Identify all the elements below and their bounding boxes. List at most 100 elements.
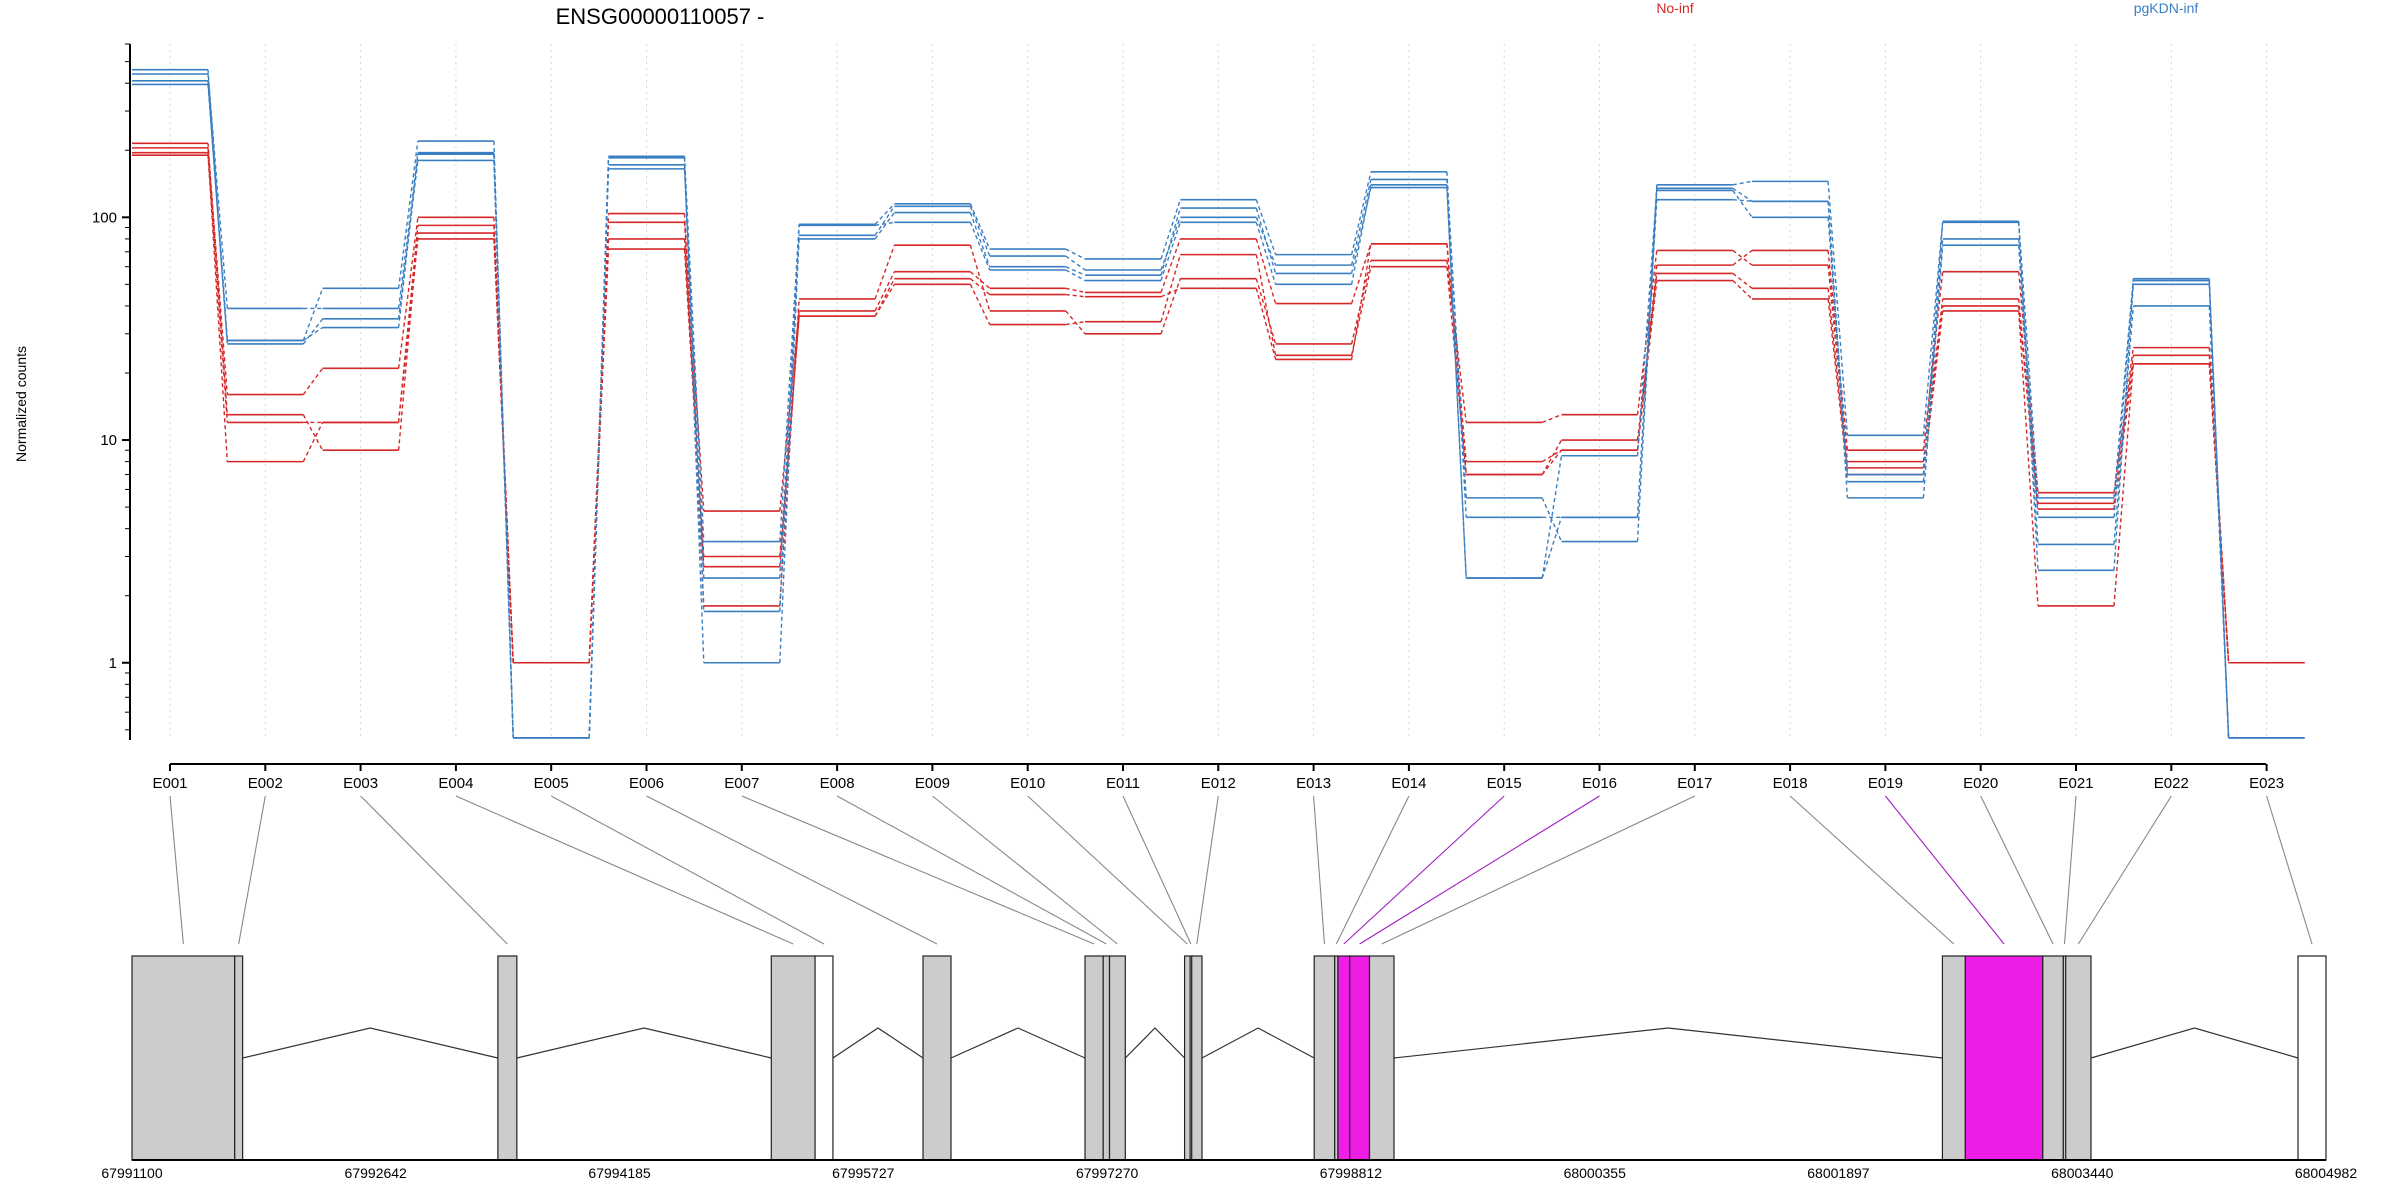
legend-no-inf: No-inf: [1656, 0, 1693, 16]
series-transition: [2018, 245, 2039, 545]
series-transition: [1160, 217, 1181, 271]
connector-line: [741, 795, 1095, 945]
connector-line: [932, 795, 1118, 945]
series-transition: [1160, 207, 1181, 276]
x-tick-label-e010: E010: [1010, 775, 1045, 792]
series-transition: [397, 152, 419, 328]
connector-lines: [169, 795, 2313, 945]
series-transition: [493, 217, 514, 663]
series-transition: [1160, 199, 1181, 260]
x-tick-label-e007: E007: [724, 775, 759, 792]
x-tick-label-e013: E013: [1296, 775, 1331, 792]
series-transition: [1827, 288, 1849, 468]
series-transition: [207, 80, 228, 345]
x-tick-label-e011: E011: [1106, 775, 1140, 792]
series-transition: [1255, 222, 1277, 285]
connector-line: [550, 795, 825, 945]
series-transition: [1160, 287, 1181, 298]
series-transition: [1065, 266, 1086, 276]
series-transition: [1350, 179, 1372, 266]
series-transition: [683, 168, 705, 579]
series-transition: [1732, 280, 1753, 300]
series-transition: [1255, 238, 1277, 304]
series-transition: [302, 326, 323, 342]
series-transition: [969, 222, 991, 271]
series-transition: [969, 212, 991, 267]
intron-line: [1124, 1027, 1186, 1059]
series-transition: [1255, 207, 1277, 274]
series-transition: [1446, 243, 1467, 462]
x-tick-label-e004: E004: [438, 775, 473, 792]
connector-line: [1313, 795, 1326, 945]
series-transition: [874, 283, 895, 317]
y-tick-label: 10: [100, 432, 117, 449]
genomic-tick-label: 67995727: [832, 1165, 895, 1181]
genomic-tick-label: 68003440: [2051, 1165, 2114, 1181]
series-pgkdn-inf-7: [132, 83, 2305, 739]
series-transition: [493, 154, 514, 738]
series-transition: [397, 225, 419, 423]
series-transition: [1541, 449, 1562, 463]
x-tick-label-e008: E008: [820, 775, 855, 792]
series-transition: [2018, 271, 2039, 493]
series-transition: [397, 232, 419, 451]
series-transition: [874, 271, 896, 312]
exon-box-e012: [1191, 955, 1203, 1161]
series-transition: [1255, 278, 1277, 345]
series-transition: [1160, 254, 1181, 322]
series-transition: [1065, 269, 1086, 282]
series-transition: [2208, 280, 2230, 738]
x-tick-label-e021: E021: [2058, 775, 2093, 792]
series-transition: [302, 414, 324, 451]
series-transition: [779, 224, 800, 542]
series-transition: [588, 249, 610, 663]
series-transition: [2113, 280, 2134, 518]
connector-line: [1789, 795, 1955, 945]
intron-line: [832, 1027, 924, 1059]
series-transition: [683, 156, 705, 542]
exon-box-e015: [1337, 955, 1351, 1161]
series-transition: [207, 147, 228, 395]
series-transition: [779, 225, 800, 612]
exon-box-e004: [770, 955, 816, 1161]
series-transition: [397, 238, 419, 423]
plot-grid: [169, 44, 2268, 740]
series-transition: [1160, 222, 1181, 281]
connector-line: [836, 795, 1107, 945]
series-transition: [1636, 188, 1658, 542]
series-transition: [1350, 243, 1372, 304]
connector-line: [1884, 795, 2005, 945]
x-tick-label-e014: E014: [1391, 775, 1426, 792]
series-transition: [1065, 248, 1086, 260]
series-pgkdn-inf-4: [132, 68, 2305, 739]
series-transition: [874, 205, 895, 236]
exon-box-e008: [1102, 955, 1111, 1161]
series-transition: [2018, 221, 2039, 498]
connector-line: [2063, 795, 2077, 945]
exon-box-e019: [1964, 955, 2044, 1161]
exon-box-e010: [1183, 955, 1191, 1161]
connector-line: [646, 795, 938, 945]
x-tick-label-e020: E020: [1963, 775, 1998, 792]
series-transition: [2113, 363, 2134, 606]
gene-model: [131, 955, 2327, 1161]
series-transition: [874, 278, 896, 317]
genomic-tick-label: 67994185: [588, 1165, 651, 1181]
series-transition: [1827, 181, 1849, 436]
series-transition: [207, 84, 228, 341]
series-transition: [1922, 245, 1944, 498]
series-transition: [1255, 217, 1277, 266]
series-no-inf-2: [132, 151, 2305, 664]
x-tick-label-e016: E016: [1582, 775, 1617, 792]
series-transition: [1446, 187, 1467, 579]
x-tick-label-e019: E019: [1868, 775, 1903, 792]
exon-box-e022: [2065, 955, 2092, 1161]
series-transition: [1732, 180, 1753, 186]
series-transition: [1255, 254, 1277, 356]
exon-box-e013: [1313, 955, 1336, 1161]
series-transition: [1541, 414, 1562, 424]
y-tick-label: 1: [109, 655, 117, 672]
series-transition: [1827, 298, 1849, 475]
series-transition: [1827, 217, 1849, 475]
series-transition: [2113, 305, 2134, 545]
